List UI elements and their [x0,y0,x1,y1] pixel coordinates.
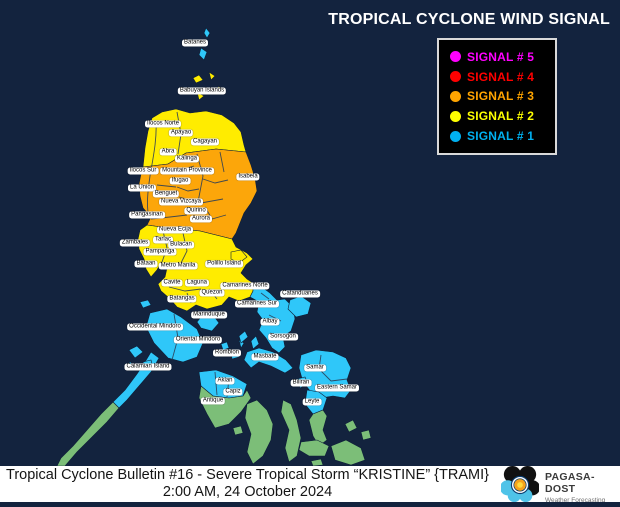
bottom-strip [0,502,620,507]
legend-item-signal-3: SIGNAL # 3 [450,89,555,103]
legend-item-signal-1: SIGNAL # 1 [450,129,555,143]
org-name: PAGASA-DOST [545,471,595,495]
signal-2-dot-icon [450,110,461,122]
palawan-south [56,401,120,467]
mindanao-islands [310,419,372,467]
bulletin-text: Tropical Cyclone Bulletin #16 - Severe T… [0,466,495,502]
legend-label-signal-2: SIGNAL # 2 [467,109,535,124]
bulletin-title: Tropical Cyclone Bulletin #16 - Severe T… [6,467,489,483]
lubang-island [139,299,152,309]
legend-label-signal-5: SIGNAL # 5 [467,49,535,64]
signal-1-dot-icon [450,130,461,142]
batanes-islands [198,27,211,61]
footer-bar: Tropical Cyclone Bulletin #16 - Severe T… [0,465,620,507]
pagasa-logo [500,465,540,503]
legend-item-signal-2: SIGNAL # 2 [450,109,555,123]
bohol-island [298,439,330,457]
page-title: TROPICAL CYCLONE WIND SIGNAL [328,11,610,28]
burias-ticao-islands [238,330,260,350]
panay-south [198,385,252,429]
guimaras-island [232,425,244,436]
mindoro-island [145,308,204,363]
wind-signal-legend: SIGNAL # 5 SIGNAL # 4 SIGNAL # 3 SIGNAL … [437,38,557,155]
legend-item-signal-4: SIGNAL # 4 [450,70,555,84]
masbate-island [243,347,294,374]
legend-label-signal-3: SIGNAL # 3 [467,89,535,104]
babuyan-islands [192,71,225,101]
signal-3-dot-icon [450,90,461,102]
polillo-island [230,249,248,264]
region-luzon-central [137,224,254,312]
cebu-island [280,399,302,463]
signal-4-dot-icon [450,71,461,83]
negros-island [244,399,274,465]
legend-item-signal-5: SIGNAL # 5 [450,50,555,64]
palawan-north [112,351,160,409]
romblon-islands [220,339,245,360]
legend-label-signal-4: SIGNAL # 4 [467,69,535,84]
signal-5-dot-icon [450,51,461,63]
leyte-south [308,409,328,447]
marinduque-island [196,314,220,332]
legend-label-signal-1: SIGNAL # 1 [467,129,535,144]
bulletin-datetime: 2:00 AM, 24 October 2024 [162,484,333,500]
